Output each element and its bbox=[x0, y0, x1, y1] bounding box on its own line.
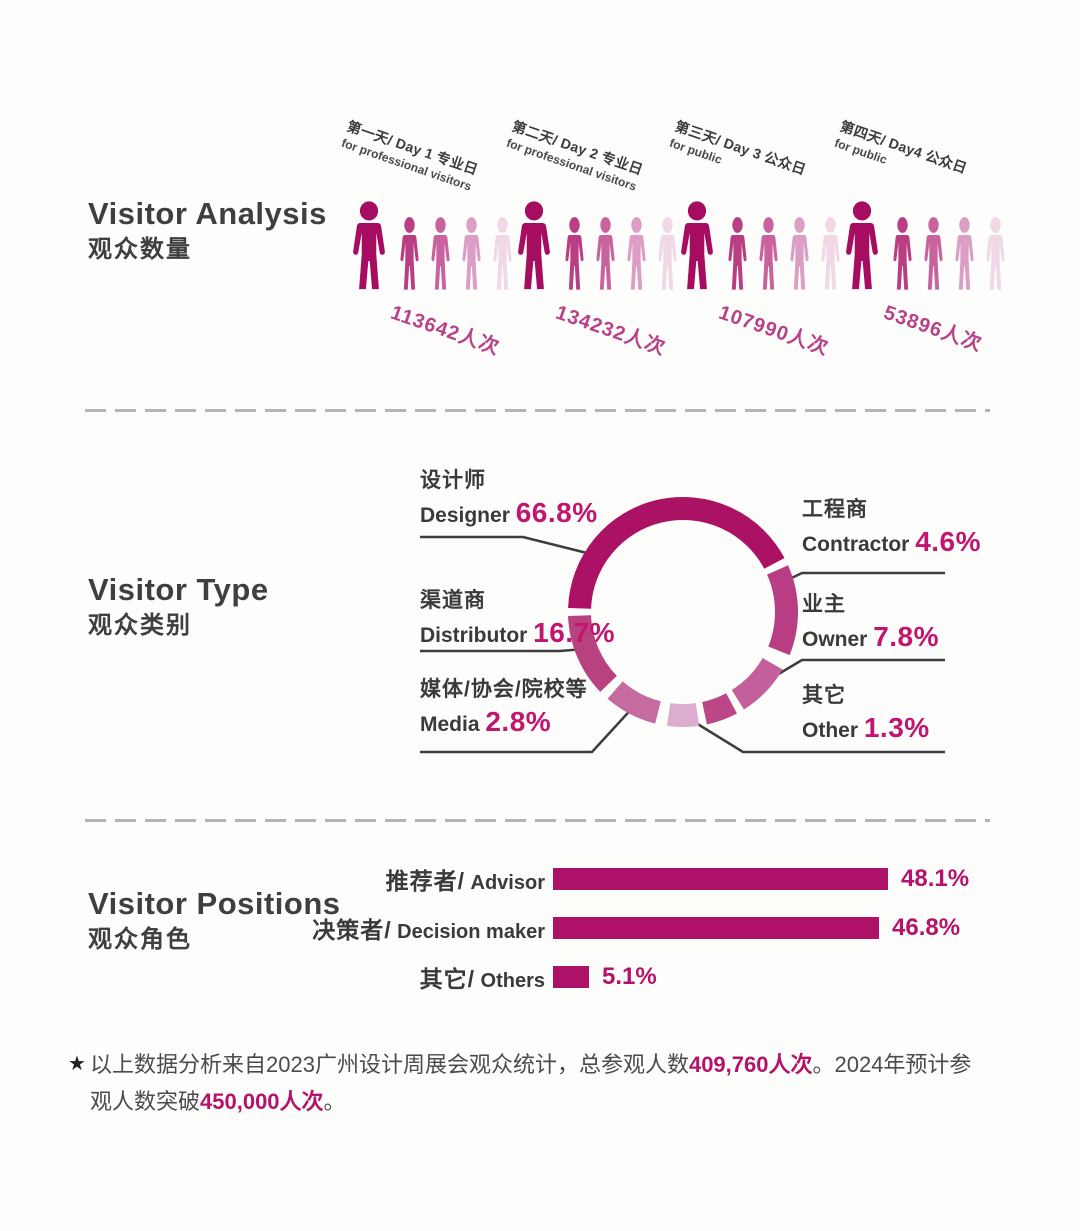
star-icon: ★ bbox=[68, 1053, 86, 1075]
bar-label-advisor: 推荐者/ Advisor bbox=[385, 868, 545, 894]
person-icon bbox=[462, 217, 481, 290]
owner-pct: 7.8% bbox=[873, 621, 940, 652]
person-icon bbox=[493, 217, 512, 290]
donut-segment-designer bbox=[568, 497, 785, 610]
person-icon bbox=[518, 201, 550, 290]
footnote-forecast-visitors: 450,000人次 bbox=[200, 1089, 324, 1114]
bar-row-others: 其它/ Others 5.1% bbox=[0, 963, 657, 992]
visitor-positions-title: Visitor Positions 观众角色 bbox=[88, 886, 341, 956]
dashed-divider-bottom bbox=[85, 819, 990, 822]
person-icon bbox=[955, 217, 974, 290]
bar-others bbox=[553, 966, 589, 988]
day-3-label: 第三天/ Day 3 公众日 for public bbox=[667, 117, 809, 178]
donut-segment-contractor bbox=[766, 565, 798, 656]
donut-segment-media bbox=[607, 681, 662, 724]
person-icon bbox=[658, 217, 677, 290]
visitor-positions-title-cn: 观众角色 bbox=[88, 926, 192, 953]
person-icon bbox=[353, 201, 385, 290]
distributor-pct: 16.7% bbox=[533, 617, 616, 648]
visitor-type-title-en: Visitor Type bbox=[88, 572, 269, 607]
visitor-type-donut-chart bbox=[568, 497, 798, 727]
person-icon bbox=[627, 217, 646, 290]
donut-segment-distributor bbox=[568, 614, 618, 692]
other-en: Other bbox=[802, 719, 859, 742]
day-1-pictogram bbox=[347, 200, 515, 292]
bar-pct-advisor: 48.1% bbox=[901, 865, 970, 892]
day-3-pictogram bbox=[675, 200, 843, 292]
day-4-count: 53896人次 bbox=[880, 301, 986, 356]
section-visitor-analysis: Visitor Analysis 观众数量 第一天/ Day 1 专业日 for… bbox=[0, 0, 1080, 412]
visitor-analysis-title: Visitor Analysis 观众数量 bbox=[88, 196, 327, 266]
other-pct: 1.3% bbox=[863, 712, 930, 743]
person-icon bbox=[893, 217, 912, 290]
day-4-label: 第四天/ Day4 公众日 for public bbox=[832, 117, 970, 177]
bar-pct-others: 5.1% bbox=[602, 963, 657, 990]
day-group-3: 第三天/ Day 3 公众日 for public 107990人次 bbox=[668, 0, 843, 400]
person-icon bbox=[759, 217, 778, 290]
visitor-type-title-cn: 观众类别 bbox=[88, 612, 192, 639]
person-icon bbox=[681, 201, 713, 290]
person-icon bbox=[596, 217, 615, 290]
bar-row-advisor: 推荐者/ Advisor 48.1% bbox=[0, 865, 970, 894]
designer-pct: 66.8% bbox=[515, 497, 598, 528]
distributor-en: Distributor bbox=[420, 624, 528, 647]
donut-label-media: 媒体/协会/院校等 Media 2.8% bbox=[420, 678, 588, 737]
day-1-label: 第一天/ Day 1 专业日 for professional visitors bbox=[339, 117, 481, 194]
day-2-pictogram bbox=[512, 200, 680, 292]
bar-advisor bbox=[553, 868, 888, 890]
day-group-4: 第四天/ Day4 公众日 for public 53896人次 bbox=[833, 0, 1008, 400]
visitor-positions-title-en: Visitor Positions bbox=[88, 886, 341, 921]
bar-pct-decision-maker: 46.8% bbox=[892, 914, 961, 941]
day-2-label: 第二天/ Day 2 专业日 for professional visitors bbox=[504, 117, 646, 194]
donut-label-other: 其它 Other 1.3% bbox=[802, 684, 930, 743]
donut-segment-deco bbox=[701, 693, 737, 725]
person-icon bbox=[986, 217, 1005, 290]
person-icon bbox=[790, 217, 809, 290]
section-visitor-type: Visitor Type 观众类别 设计师 Designer 66.8% 渠道商… bbox=[0, 412, 1080, 822]
footnote-text-3: 。 bbox=[323, 1089, 346, 1114]
footnote-total-visitors: 409,760人次 bbox=[688, 1052, 813, 1077]
person-icon bbox=[924, 217, 943, 290]
donut-label-distributor: 渠道商 Distributor 16.7% bbox=[420, 589, 616, 648]
owner-en: Owner bbox=[802, 628, 868, 651]
contractor-en: Contractor bbox=[802, 533, 910, 556]
bar-row-decision-maker: 决策者/ Decision maker 46.8% bbox=[0, 914, 961, 943]
person-icon bbox=[565, 217, 584, 290]
donut-segment-owner bbox=[731, 657, 783, 710]
contractor-pct: 4.6% bbox=[915, 526, 982, 557]
person-icon bbox=[431, 217, 450, 290]
visitor-analysis-title-cn: 观众数量 bbox=[88, 236, 192, 263]
designer-en: Designer bbox=[420, 504, 510, 527]
person-icon bbox=[846, 201, 878, 290]
footnote: ★ 以上数据分析来自2023广州设计周展会观众统计，总参观人数409,760人次。… bbox=[68, 1046, 992, 1120]
day-group-1: 第一天/ Day 1 专业日 for professional visitors… bbox=[340, 0, 515, 400]
dashed-divider-top bbox=[85, 409, 990, 412]
donut-segment-other bbox=[667, 703, 699, 727]
media-en: Media bbox=[420, 713, 480, 736]
media-pct: 2.8% bbox=[485, 706, 552, 737]
section-visitor-positions: Visitor Positions 观众角色 推荐者/ Advisor 48.1… bbox=[0, 822, 1080, 1040]
bar-label-decision-maker: 决策者/ Decision maker bbox=[312, 917, 545, 943]
person-icon bbox=[400, 217, 419, 290]
day-group-2: 第二天/ Day 2 专业日 for professional visitors… bbox=[505, 0, 680, 400]
person-icon bbox=[821, 217, 840, 290]
footnote-text-2: 。2024年预计参观人数突破 bbox=[90, 1052, 972, 1114]
visitor-analysis-title-en: Visitor Analysis bbox=[88, 196, 327, 231]
day-4-pictogram bbox=[840, 200, 1008, 292]
person-icon bbox=[728, 217, 747, 290]
footnote-text-1: 以上数据分析来自2023广州设计周展会观众统计，总参观人数 bbox=[90, 1052, 689, 1077]
bar-decision-maker bbox=[553, 917, 879, 939]
donut-label-owner: 业主 Owner 7.8% bbox=[802, 593, 940, 652]
donut-label-contractor: 工程商 Contractor 4.6% bbox=[802, 498, 982, 557]
bar-label-others: 其它/ Others bbox=[419, 966, 545, 992]
visitor-type-title: Visitor Type 观众类别 bbox=[88, 572, 269, 642]
donut-label-designer: 设计师 Designer 66.8% bbox=[420, 469, 598, 528]
